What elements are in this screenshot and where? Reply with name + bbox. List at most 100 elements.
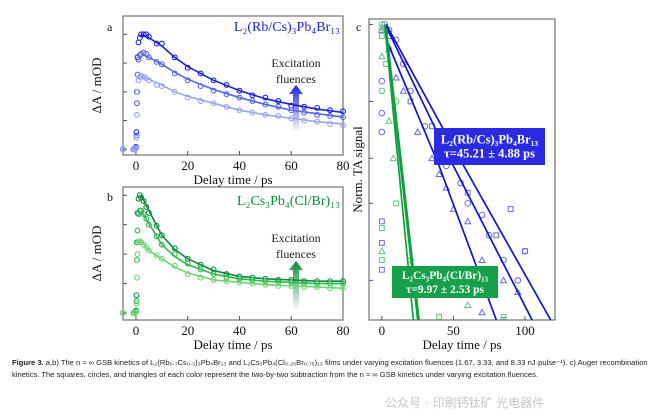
square-point [436, 313, 443, 320]
legend-title: L₂(Rb/Cs)₃Pb₄Br₁₃ [441, 133, 538, 147]
fit-line [140, 33, 344, 114]
data-point [275, 98, 282, 104]
data-point [197, 70, 204, 77]
panel-c: c 0 50 100 Delay time / ps Norm. TA signal L₂(… [350, 18, 556, 352]
data-point [158, 232, 165, 239]
fit-line [140, 53, 344, 118]
fit-line [140, 210, 343, 285]
x-axis-label: Delay time / ps [193, 337, 272, 352]
square-point [378, 266, 385, 273]
fit-line [385, 26, 533, 320]
data-point [314, 118, 321, 125]
data-point [158, 255, 165, 262]
data-point [131, 146, 138, 153]
square-point [378, 225, 385, 232]
data-point [262, 111, 269, 118]
data-point [327, 285, 334, 292]
data-point [314, 284, 321, 290]
data-point [135, 77, 142, 84]
data-point [236, 279, 243, 286]
data-point [120, 309, 126, 316]
data-point [153, 81, 160, 88]
triangle-point [463, 301, 472, 309]
data-point [171, 262, 178, 269]
data-point [314, 104, 321, 111]
data-point [210, 77, 217, 84]
panel-b: b 0 20 40 60 80 Delay time / ps ΔA / mOD L₂Cs₃Pb… [89, 186, 350, 352]
square-point [500, 317, 507, 320]
data-point [197, 274, 204, 281]
x-tick-label: 20 [181, 323, 194, 338]
data-point [184, 77, 191, 84]
data-point [131, 309, 138, 316]
circle-point [378, 77, 386, 85]
data-point [133, 129, 140, 135]
data-point [210, 100, 217, 107]
data-point [275, 112, 282, 119]
x-tick-label: 60 [285, 158, 298, 173]
data-point [210, 271, 217, 278]
x-tick-label: 0 [133, 323, 140, 338]
data-point [171, 88, 178, 95]
data-point [288, 107, 295, 114]
x-tick-label: 80 [337, 158, 350, 173]
triangle-point [513, 288, 522, 295]
legend-tau: τ=45.21 ± 4.88 ps [444, 147, 535, 161]
data-point [135, 239, 142, 246]
data-point [145, 54, 152, 61]
square-point [522, 248, 528, 255]
x-tick-label: 80 [337, 323, 350, 338]
circle-point [378, 109, 386, 117]
triangle-point [428, 154, 436, 162]
data-point [133, 134, 140, 141]
data-point [134, 227, 141, 234]
data-point [133, 132, 140, 139]
triangle-point [463, 217, 472, 225]
figure-3: a 0 20 40 60 80 Delay time / ps ΔA / mOD L₂(Rb/C… [89, 15, 556, 352]
data-point [134, 274, 140, 281]
triangle-point [478, 256, 486, 263]
data-point [340, 114, 346, 121]
data-point [153, 59, 160, 65]
data-point [136, 73, 143, 80]
x-tick-label: 20 [181, 158, 194, 173]
data-point [153, 252, 160, 259]
panel-title: L₂(Rb/Cs)₃Pb₄Br₁₃ [234, 20, 340, 35]
data-point [301, 284, 308, 290]
square-point [378, 218, 385, 225]
data-point [134, 257, 140, 263]
triangle-point [385, 116, 393, 124]
data-point [340, 122, 346, 129]
data-point [140, 211, 147, 218]
data-point [236, 107, 243, 114]
legend-box: L₂Cs₃Pb₄(Cl/Br)₁₃ τ=9.97 ± 2.53 ps [392, 266, 498, 298]
circle-point [378, 87, 386, 95]
data-point [223, 274, 230, 281]
arrow-up-icon [289, 85, 303, 130]
data-point [171, 70, 178, 77]
data-point [145, 221, 152, 228]
annotation-line-2: fluences [276, 247, 316, 261]
data-point [134, 100, 140, 107]
data-point [314, 280, 321, 287]
data-point [171, 54, 178, 61]
data-point [136, 34, 143, 41]
triangle-point [378, 26, 386, 34]
data-point [134, 88, 141, 95]
data-point [197, 98, 204, 104]
data-point [340, 285, 346, 292]
square-point [378, 257, 385, 263]
data-point [158, 83, 165, 90]
data-point [301, 117, 308, 124]
data-point [236, 94, 243, 101]
square-point [378, 33, 385, 40]
annotation-line-2: fluences [276, 72, 316, 86]
data-point [145, 77, 152, 84]
data-point [158, 61, 165, 68]
data-point [210, 87, 217, 94]
data-point [145, 247, 152, 254]
plot-frame [368, 18, 556, 321]
data-point [288, 279, 295, 286]
triangle-point [378, 52, 386, 60]
data-point [133, 292, 140, 299]
